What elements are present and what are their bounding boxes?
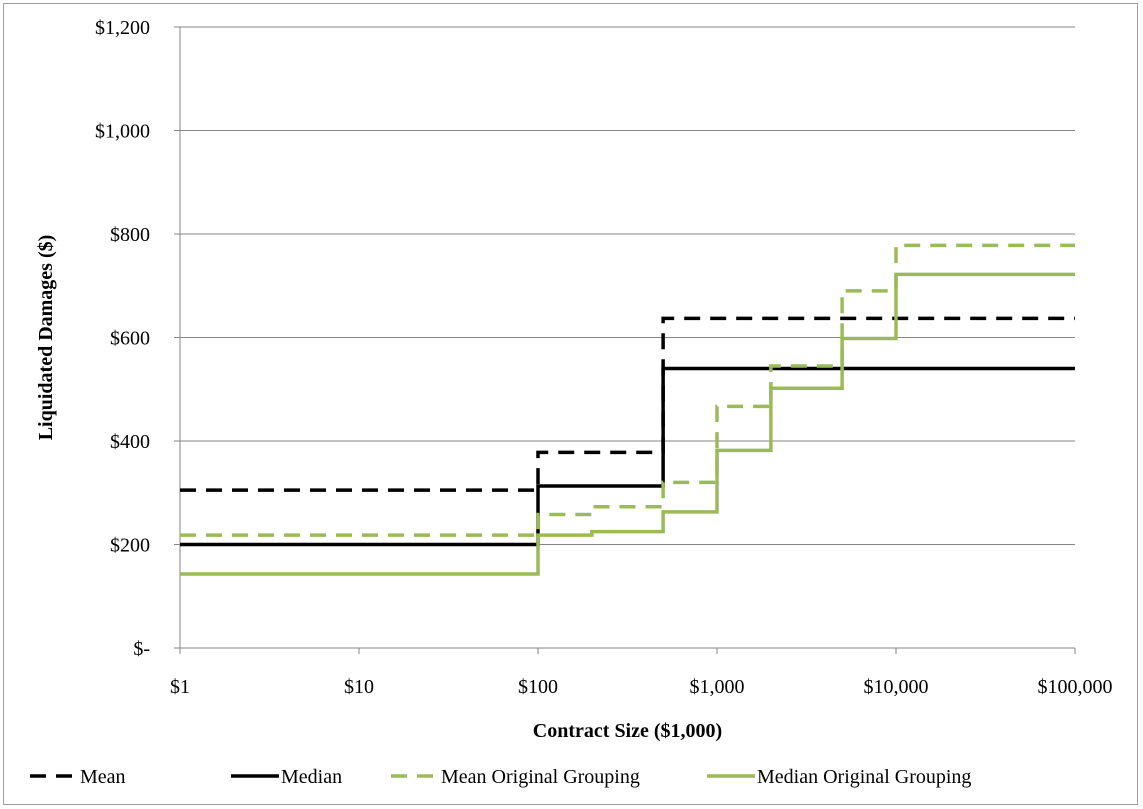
- legend-item-mean-original-grouping: Mean Original Grouping: [391, 766, 640, 788]
- y-tick-label: $600: [110, 328, 150, 350]
- x-tick-label: $1: [170, 676, 190, 698]
- gridlines: [180, 26, 1075, 545]
- chart-frame: [3, 3, 1138, 805]
- series-line-median-original-grouping: [180, 272, 1075, 576]
- y-tick-labels: $- $200 $400 $600 $800 $1,000 $1,200: [95, 17, 150, 660]
- y-tick-label: $1,000: [95, 121, 150, 143]
- series-lines: [180, 243, 1075, 576]
- y-tick-label: $800: [110, 224, 150, 246]
- x-tick-label: $10: [344, 676, 374, 698]
- x-tick-label: $10,000: [864, 676, 929, 698]
- x-axis-title: Contract Size ($1,000): [533, 720, 722, 742]
- y-tick-label: $-: [133, 638, 150, 660]
- y-tick-label: $1,200: [95, 17, 150, 39]
- legend-item-median-original-grouping: Median Original Grouping: [707, 766, 971, 788]
- axis-ticks: [174, 26, 1076, 654]
- y-tick-label: $200: [110, 535, 150, 557]
- series-line-median: [180, 366, 1075, 547]
- x-tick-label: $100,000: [1038, 676, 1113, 698]
- legend-item-median: Median: [231, 766, 342, 788]
- legend-label: Mean Original Grouping: [441, 766, 640, 788]
- legend-label: Median Original Grouping: [757, 766, 971, 788]
- legend-label: Median: [281, 766, 342, 788]
- x-tick-label: $100: [518, 676, 558, 698]
- legend-item-mean: Mean: [30, 766, 126, 788]
- y-tick-label: $400: [110, 431, 150, 453]
- x-tick-label: $1,000: [690, 676, 745, 698]
- x-tick-labels: $1 $10 $100 $1,000 $10,000 $100,000: [170, 676, 1113, 698]
- series-line-mean-original-grouping: [180, 243, 1075, 537]
- legend-label: Mean: [80, 766, 126, 788]
- legend: Mean Median Mean Original Grouping Median O…: [30, 766, 971, 788]
- series-line-mean: [180, 316, 1075, 492]
- y-axis-title: Liquidated Damages ($): [35, 235, 57, 441]
